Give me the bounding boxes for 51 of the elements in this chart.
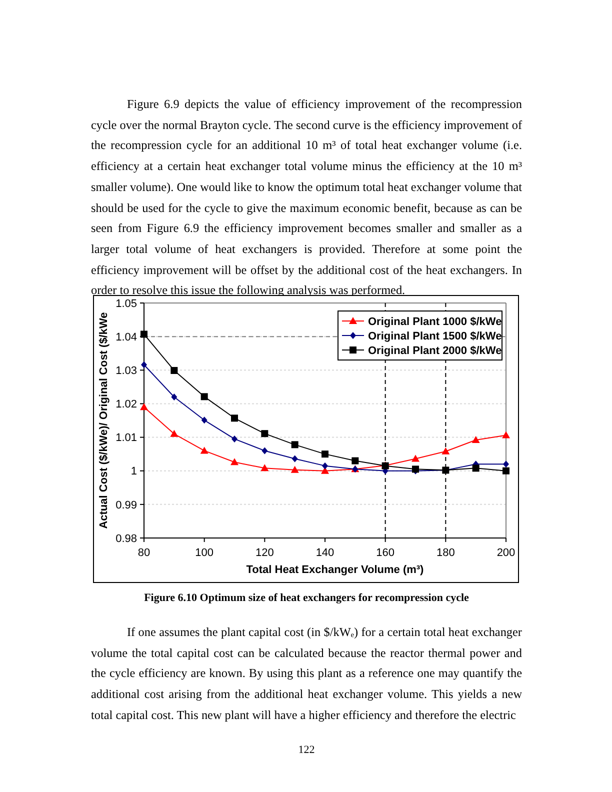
x-tick-label: 160	[376, 547, 395, 559]
point	[232, 435, 238, 442]
y-tick-label: 1.03	[116, 364, 137, 377]
point	[322, 450, 328, 458]
point	[200, 393, 208, 400]
point	[502, 467, 510, 474]
text: If one assumes the plant capital cost (in $/kWₑ) for a certain total heat exchanger volume the total capital cost can be calculated because the reactor thermal power and the cycle efficiency are known. By using this plant as a reference one may quantify the additional cost arising from the additional heat exchanger volume. This yields a new total capital cost. This new plant will have a higher efficiency and therefore the electric	[91, 624, 522, 724]
text: Figure 6.9 depicts the value of efficiency improvement of the recompression cycle over the normal Brayton cycle. The second curve is the efficiency improvement of the recompression cycle for an additional 10 m³ of total heat exchanger volume (i.e. efficiency at a certain heat exchanger total volume minus the efficiency at the 10 m³ smaller volume). One would like to know the optimum total heat exchanger volume that should be used for the cycle to give the maximum economic benefit, because as can be seen from Figure 6.9 the efficiency improvement becomes smaller and smaller as a larger total volume of heat exchangers is provided. Therefore at some point the efficiency improvement will be offset by the additional cost of the heat exchangers. In order to resolve this issue the following analysis was performed.	[91, 97, 522, 298]
x-tick-label: 200	[496, 547, 516, 559]
legend-label: Original Plant 1000 $/kWe	[368, 316, 502, 328]
y-axis-title: Actual Cost ($/kWe)/ Original Cost ($/kWe	[98, 312, 110, 529]
y-tick-label: 1	[130, 466, 137, 478]
y-tick-label: 0.99	[116, 499, 137, 512]
y-tick-label: 1.05	[116, 298, 137, 310]
x-tick-label: 100	[195, 547, 214, 559]
legend-label: Original Plant 1500 $/kWe	[368, 330, 502, 342]
point	[201, 416, 208, 424]
point	[170, 430, 178, 437]
point	[261, 430, 268, 438]
point	[170, 366, 178, 374]
caption: Figure 6.10 Optimum size of heat exchangers for recompression cycle	[143, 592, 470, 604]
point	[140, 403, 148, 410]
x-axis-title: Total Heat Exchanger Volume (m³)	[246, 564, 424, 576]
y-tick-label: 0.98	[116, 532, 137, 545]
point	[502, 431, 510, 438]
point	[442, 447, 450, 454]
point	[171, 394, 178, 400]
point	[472, 436, 480, 443]
point	[141, 361, 147, 368]
point	[231, 414, 238, 422]
text: 122	[297, 744, 316, 756]
x-tick-label: 140	[316, 547, 334, 559]
legend-label: Original Plant 2000 $/kWe	[368, 344, 502, 357]
x-tick-label: 80	[138, 547, 150, 559]
y-tick-label: 1.04	[116, 331, 137, 344]
point	[200, 446, 208, 454]
point	[262, 447, 268, 454]
point	[260, 464, 269, 472]
y-tick-label: 1.01	[116, 432, 137, 444]
point	[412, 454, 420, 462]
point	[230, 458, 238, 466]
point	[291, 441, 298, 448]
point	[352, 457, 359, 464]
x-tick-label: 120	[255, 547, 274, 559]
point	[503, 460, 509, 468]
x-tick-label: 180	[436, 547, 455, 559]
point	[472, 464, 480, 472]
point	[290, 466, 299, 473]
y-tick-label: 1.02	[116, 398, 137, 411]
point	[322, 462, 328, 470]
point	[292, 455, 298, 462]
